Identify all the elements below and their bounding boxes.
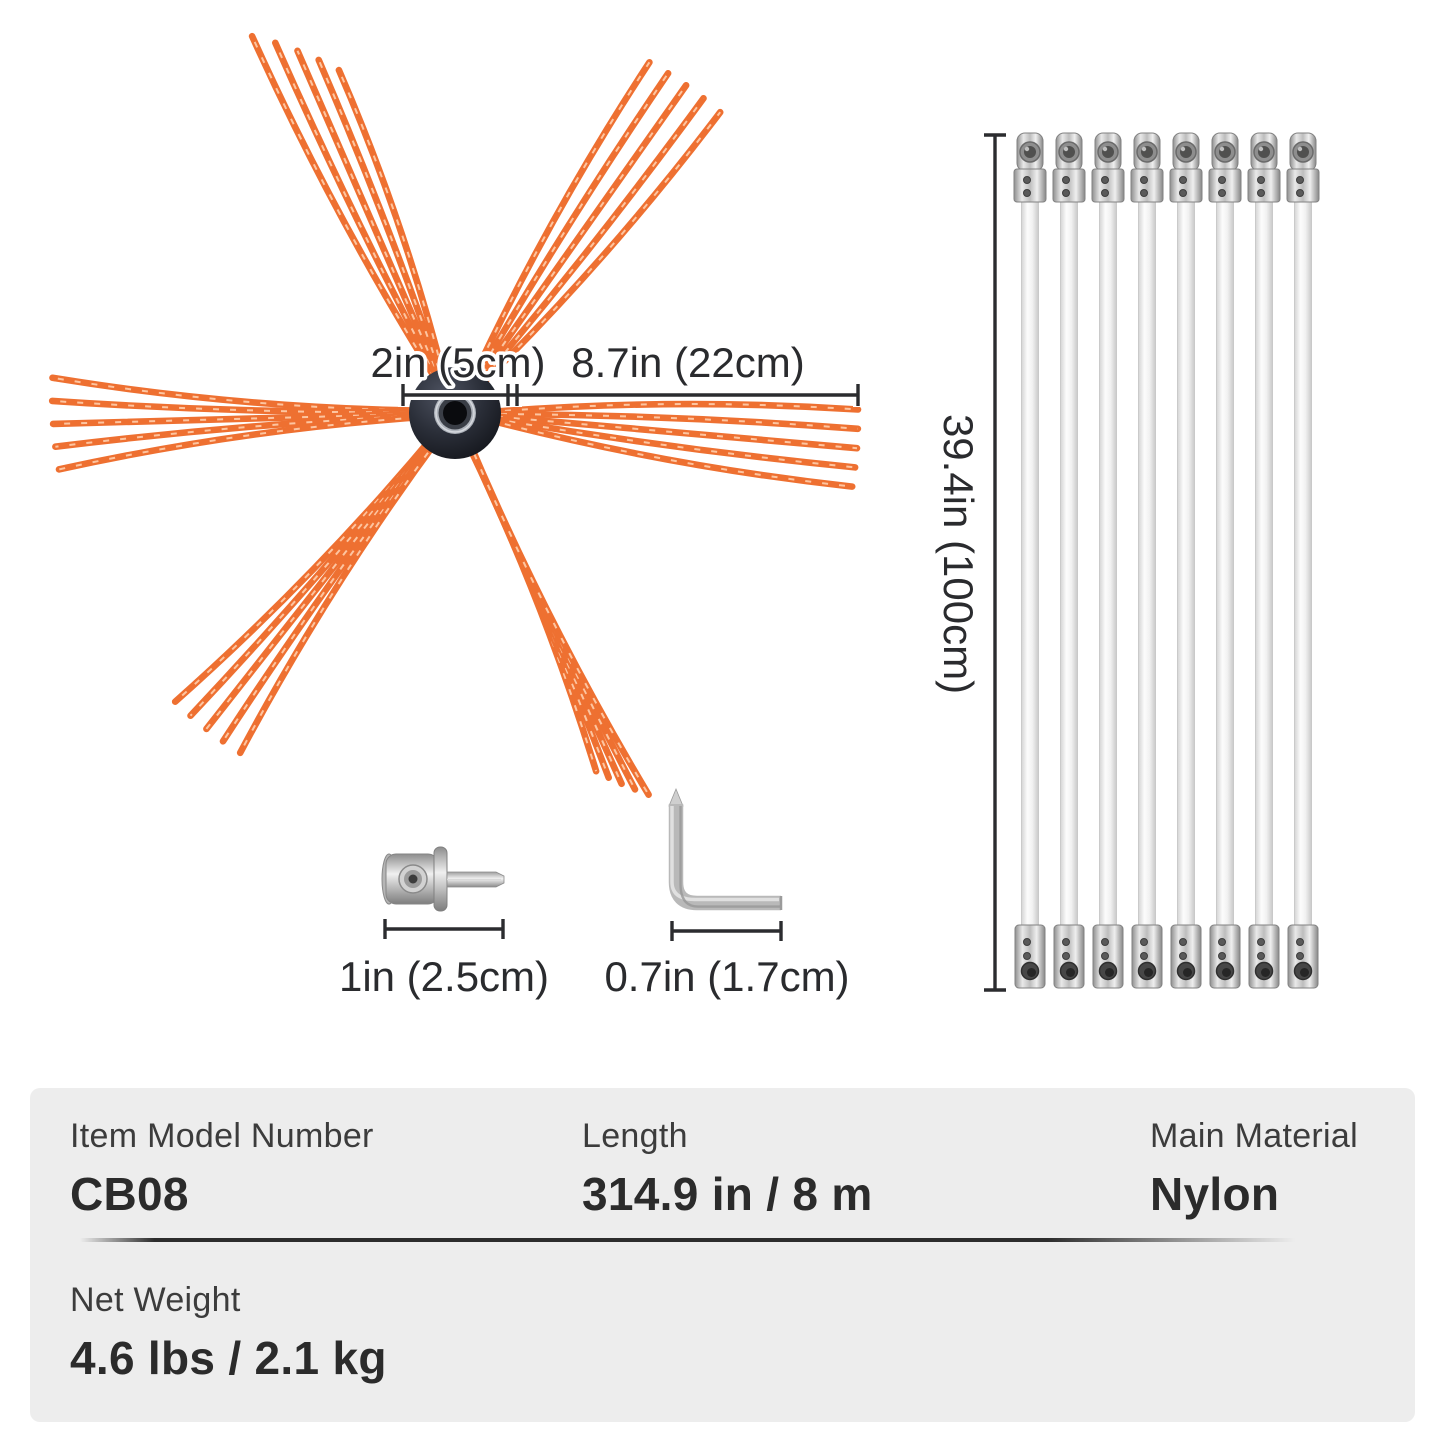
extension-rod [1052, 132, 1086, 989]
hub-width-dimension-label: 2in (5cm) [370, 339, 545, 386]
bristle-bundle [48, 374, 434, 473]
spec-divider [80, 1238, 1320, 1242]
bristle-strand [460, 433, 600, 775]
bristle-bundle [463, 59, 724, 398]
bristle-strand-twist [465, 434, 650, 796]
spec-value: 4.6 lbs / 2.1 kg [70, 1332, 387, 1384]
bristle-bundle [171, 427, 445, 757]
bristle-strand-twist [296, 50, 446, 391]
spec-value: CB08 [70, 1168, 189, 1220]
bristle-bundle [460, 432, 652, 798]
bristle-strand-twist [469, 97, 705, 395]
spec-label: Item Model Number [70, 1117, 374, 1155]
bristle-strand [463, 432, 652, 798]
bristle-strand-twist [58, 415, 431, 471]
product-diagram-canvas: 2in (5cm) 8.7in (22cm) 39.4in (100cm) 1i… [48, 32, 1320, 1004]
bristle-strand-twist [479, 413, 858, 430]
bristle-strand [465, 70, 672, 396]
hex-wrench-graphic [668, 787, 783, 911]
bristle-strand [171, 427, 441, 705]
bristle-strand-twist [317, 59, 447, 391]
wrench-dimension: 0.7in (1.7cm) [601, 921, 853, 1004]
brush-dimension: 2in (5cm) 8.7in (22cm) [367, 336, 863, 407]
extension-rod [1130, 132, 1164, 989]
extension-rod [1247, 132, 1281, 989]
spec-label: Length [582, 1117, 688, 1155]
spec-item-model-number: Item Model Number CB08 [70, 1117, 374, 1220]
bristle-length-dimension-label: 8.7in (22cm) [571, 339, 804, 386]
bristle-strand-twist [337, 69, 448, 390]
extension-rod [1286, 132, 1320, 989]
spec-value: 314.9 in / 8 m [582, 1168, 873, 1220]
extension-rod [1013, 132, 1047, 989]
bristle-strand [476, 414, 856, 490]
bristle-bundle [476, 400, 862, 490]
extension-rod [1208, 132, 1242, 989]
extension-rod [1169, 132, 1203, 989]
adapter-length-dimension-label: 1in (2.5cm) [339, 953, 549, 1000]
bristle-strand-twist [470, 111, 721, 395]
bristle-strand-twist [189, 431, 440, 717]
spec-net-weight: Net Weight 4.6 lbs / 2.1 kg [70, 1281, 387, 1384]
bristle-strand-twist [466, 61, 651, 392]
bristle-strand-twist [239, 433, 443, 754]
bristle-bundle [248, 32, 451, 395]
spec-label: Net Weight [70, 1281, 241, 1319]
spec-label: Main Material [1150, 1117, 1358, 1155]
bristle-strand-twist [274, 42, 445, 391]
wrench-length-dimension-label: 0.7in (1.7cm) [604, 953, 849, 1000]
spec-value: Nylon [1150, 1168, 1280, 1220]
bristle-strand-twist [174, 430, 439, 703]
spec-main-material: Main Material Nylon [1150, 1117, 1358, 1220]
extension-rods-graphic [1013, 132, 1320, 989]
bristle-strand [236, 430, 445, 757]
rod-length-dimension-label: 39.4in (100cm) [935, 414, 982, 694]
bristle-strand-twist [479, 415, 856, 469]
extension-rod [1091, 132, 1125, 989]
spec-panel: Item Model Number CB08 Length 314.9 in /… [30, 1088, 1415, 1422]
brush-head-graphic [48, 32, 862, 798]
bristle-strand [187, 428, 442, 719]
spec-length: Length 314.9 in / 8 m [582, 1117, 873, 1220]
adapter-dimension: 1in (2.5cm) [335, 919, 553, 1004]
bristle-strand-twist [251, 35, 444, 392]
bristle-strand [476, 400, 862, 417]
bristle-strand-twist [53, 412, 431, 425]
bristle-strand-twist [463, 435, 598, 772]
drill-adapter-graphic [381, 846, 505, 912]
brush-bristles [48, 32, 862, 798]
bristle-strand-twist [479, 414, 858, 450]
bristle-strand [466, 82, 690, 396]
rod-dimension: 39.4in (100cm) [932, 133, 1006, 992]
